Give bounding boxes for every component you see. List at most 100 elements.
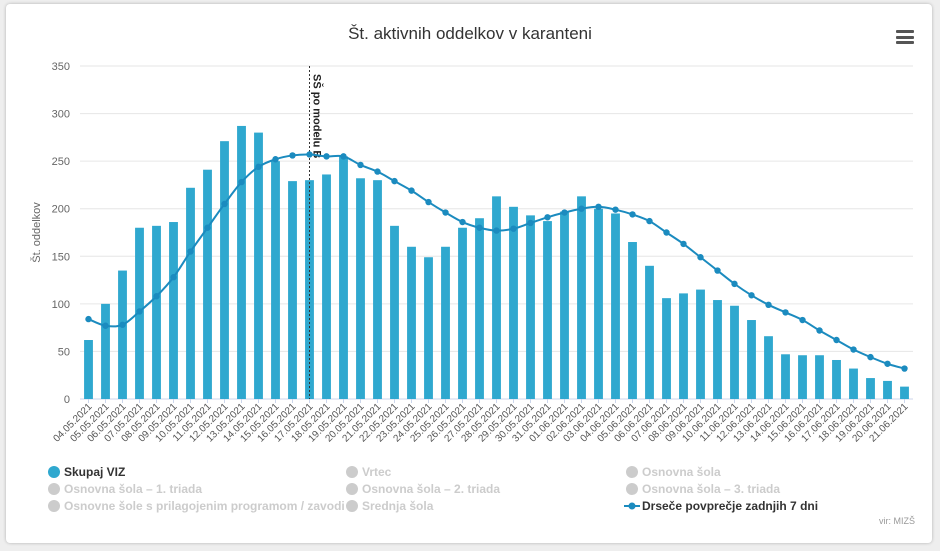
avg-point-24.05.2021 (425, 198, 432, 206)
avg-point-05.06.2021 (629, 211, 636, 218)
avg-point-19.05.2021 (340, 153, 347, 160)
avg-point-15.06.2021 (799, 316, 806, 324)
bar-04.06.2021 (611, 213, 620, 399)
y-tick-label: 350 (52, 61, 70, 73)
avg-point-28.05.2021 (493, 227, 500, 234)
bar-25.05.2021 (441, 246, 450, 399)
bar-02.06.2021 (577, 196, 586, 399)
bar-22.05.2021 (390, 225, 399, 399)
y-tick-label: 50 (58, 346, 70, 358)
bar-18.06.2021 (849, 368, 858, 399)
avg-point-29.05.2021 (510, 225, 517, 232)
avg-point-18.05.2021 (323, 153, 330, 160)
bar-11.05.2021 (203, 169, 212, 399)
bar-09.06.2021 (696, 289, 705, 399)
annotation-label: SŠ po modelu B (311, 74, 324, 158)
bar-14.05.2021 (254, 132, 263, 399)
hamburger-menu-icon[interactable] (896, 30, 914, 46)
bar-08.05.2021 (152, 225, 161, 399)
y-tick-label: 250 (52, 156, 70, 168)
avg-point-21.05.2021 (374, 168, 381, 175)
bar-16.06.2021 (815, 355, 824, 399)
bar-29.05.2021 (509, 206, 518, 399)
legend-dot-icon (626, 466, 638, 478)
bar-16.05.2021 (288, 181, 297, 399)
bar-23.05.2021 (407, 246, 416, 399)
avg-point-31.05.2021 (544, 214, 551, 221)
avg-point-08.06.2021 (680, 240, 687, 248)
avg-point-11.05.2021 (204, 224, 211, 231)
avg-point-14.06.2021 (782, 309, 789, 316)
bar-21.06.2021 (900, 386, 909, 399)
bar-15.06.2021 (798, 355, 807, 399)
y-tick-label: 0 (64, 394, 70, 406)
avg-point-19.06.2021 (867, 353, 874, 361)
avg-point-16.05.2021 (289, 152, 296, 159)
bar-08.06.2021 (679, 293, 688, 399)
avg-point-20.06.2021 (884, 360, 891, 367)
bar-07.06.2021 (662, 298, 671, 399)
avg-point-04.06.2021 (612, 206, 619, 213)
avg-point-18.06.2021 (850, 346, 857, 353)
bar-14.06.2021 (781, 354, 790, 399)
avg-point-10.05.2021 (187, 248, 194, 255)
avg-point-01.06.2021 (561, 209, 568, 216)
bar-15.05.2021 (271, 161, 280, 399)
bar-17.05.2021 (305, 180, 314, 399)
bar-31.05.2021 (543, 221, 552, 399)
legend-dot-icon (48, 466, 60, 478)
bar-01.06.2021 (560, 211, 569, 399)
legend-label: Osnovna šola – 1. triada (64, 482, 203, 496)
avg-point-15.05.2021 (272, 156, 279, 163)
avg-point-11.06.2021 (731, 280, 738, 288)
legend-dot-icon (48, 483, 60, 495)
bar-30.05.2021 (526, 215, 535, 399)
chart-legend: Skupaj VIZ Vrtec Osnovna šola Osnovna šola … (44, 464, 904, 520)
avg-point-13.06.2021 (765, 301, 772, 309)
legend-label: Osnovne šole s prilagojenim programom / … (64, 499, 345, 513)
avg-point-12.06.2021 (748, 292, 755, 299)
legend-label: Osnovna šola – 2. triada (362, 482, 501, 496)
avg-point-17.05.2021 (306, 151, 313, 158)
avg-point-22.05.2021 (391, 177, 398, 185)
avg-point-02.06.2021 (578, 205, 585, 212)
bar-03.06.2021 (594, 208, 603, 399)
bar-27.05.2021 (475, 218, 484, 399)
legend-label: Srednja šola (362, 499, 434, 513)
bar-18.05.2021 (322, 174, 331, 399)
bar-11.06.2021 (730, 305, 739, 399)
avg-point-30.05.2021 (527, 219, 534, 227)
avg-point-07.05.2021 (136, 308, 143, 315)
avg-point-21.06.2021 (901, 365, 908, 372)
avg-point-14.05.2021 (255, 163, 262, 171)
legend-dot-icon (346, 500, 358, 512)
avg-point-20.05.2021 (357, 161, 364, 169)
avg-point-06.05.2021 (119, 321, 126, 328)
avg-point-08.05.2021 (153, 293, 160, 300)
avg-point-23.05.2021 (408, 187, 415, 194)
bar-09.05.2021 (169, 222, 178, 399)
bar-24.05.2021 (424, 257, 433, 399)
legend-label: Osnovna šola (642, 465, 721, 479)
avg-point-09.05.2021 (170, 274, 177, 281)
bar-04.05.2021 (84, 340, 93, 399)
avg-point-09.06.2021 (697, 254, 704, 261)
chart-credit: vir: MIZŠ (879, 516, 915, 526)
avg-point-27.05.2021 (476, 224, 483, 231)
legend-label: Vrtec (362, 465, 392, 479)
avg-point-26.05.2021 (459, 218, 466, 226)
avg-point-05.05.2021 (102, 322, 109, 329)
legend-dot-icon (346, 483, 358, 495)
y-tick-label: 150 (52, 251, 70, 263)
avg-point-07.06.2021 (663, 229, 670, 236)
avg-point-06.06.2021 (646, 217, 653, 225)
bar-06.06.2021 (645, 265, 654, 399)
bar-21.05.2021 (373, 180, 382, 399)
bar-26.05.2021 (458, 227, 467, 399)
avg-point-13.05.2021 (238, 178, 245, 186)
y-tick-label: 200 (52, 204, 70, 216)
avg-point-16.06.2021 (816, 327, 823, 334)
avg-point-10.06.2021 (714, 267, 721, 274)
bar-13.05.2021 (237, 125, 246, 399)
